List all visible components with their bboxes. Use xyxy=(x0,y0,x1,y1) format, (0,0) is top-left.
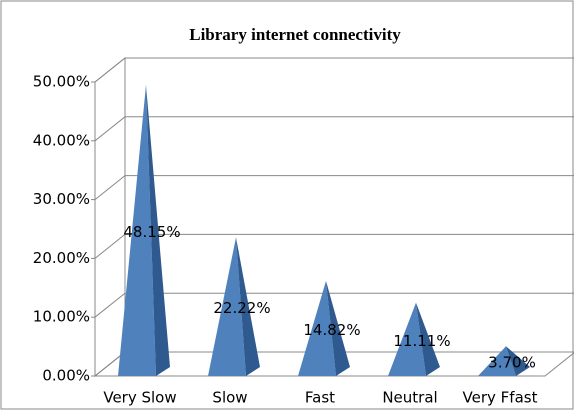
y-tick-label: 30.00% xyxy=(33,190,90,208)
y-tick-label: 10.00% xyxy=(33,308,90,326)
x-tick-label: Slow xyxy=(212,389,247,407)
y-tick-label: 40.00% xyxy=(33,131,90,149)
pyramid-front xyxy=(298,280,336,376)
pyramid xyxy=(208,237,260,376)
pyramid-front xyxy=(208,237,246,376)
grid-line xyxy=(94,116,574,142)
pyramid xyxy=(298,280,350,376)
y-tick-label: 50.00% xyxy=(33,73,90,91)
pyramid-front xyxy=(118,84,156,377)
value-label: 48.15% xyxy=(123,223,180,241)
pyramid-side xyxy=(416,302,440,376)
pyramid-front xyxy=(388,302,426,376)
pyramid xyxy=(388,302,440,376)
pyramid xyxy=(478,346,530,376)
x-tick-label: Very Slow xyxy=(103,389,176,407)
grid-line xyxy=(94,175,574,200)
x-tick-label: Neutral xyxy=(382,389,437,407)
value-label: 22.22% xyxy=(213,299,270,317)
pyramid-side xyxy=(146,84,170,377)
value-label: 14.82% xyxy=(303,321,360,339)
pyramid xyxy=(118,84,170,377)
x-tick-label: Fast xyxy=(305,389,335,407)
pyramid-front xyxy=(478,346,516,376)
grid-line xyxy=(94,233,574,259)
y-tick-label: 0.00% xyxy=(42,367,90,385)
value-label: 11.11% xyxy=(393,332,450,350)
x-tick-label: Very Ffast xyxy=(463,389,538,407)
value-label: 3.70% xyxy=(488,354,536,372)
pyramid-side xyxy=(236,237,260,376)
y-tick-label: 20.00% xyxy=(33,249,90,267)
chart-title: Library internet connectivity xyxy=(189,25,401,44)
pyramid-side xyxy=(506,346,530,376)
grid-line xyxy=(94,57,574,83)
pyramid-side xyxy=(326,280,350,376)
grid-line xyxy=(94,292,574,318)
